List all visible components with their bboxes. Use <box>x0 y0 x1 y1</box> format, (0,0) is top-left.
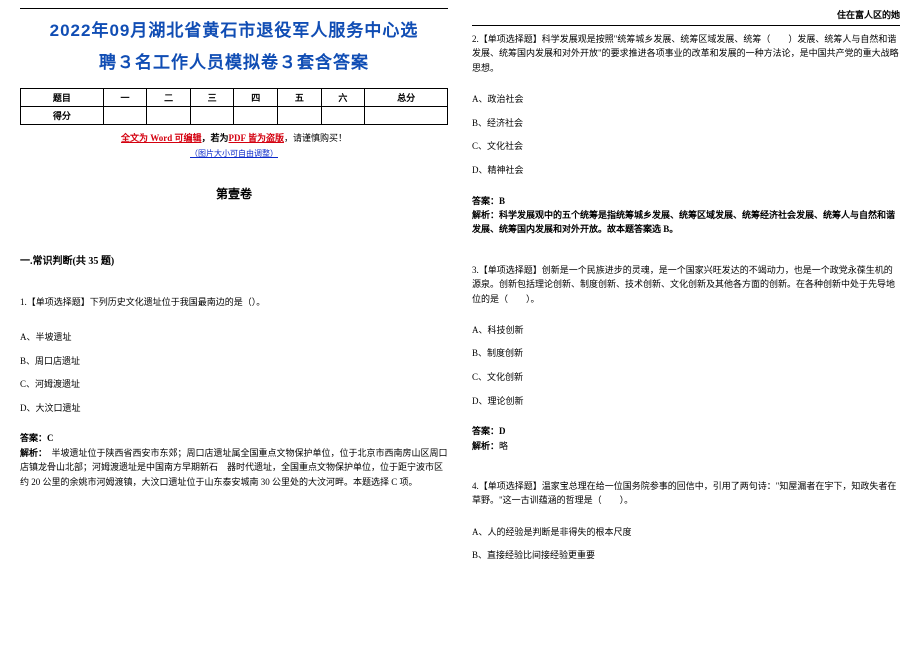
q2-opt-c: C、文化社会 <box>472 136 900 158</box>
q1-opt-a: A、半坡遗址 <box>20 327 448 349</box>
right-column: 住在富人区的她 2.【单项选择题】科学发展观是按照"统筹城乡发展、统筹区域发展、… <box>460 0 920 651</box>
purchase-notice: 全文为 Word 可编辑，若为PDF 皆为盗版，请谨慎购买！ <box>20 131 448 144</box>
q3-options: A、科技创新 B、制度创新 C、文化创新 D、理论创新 <box>472 320 900 412</box>
td-blank <box>365 106 448 124</box>
q4-opt-a: A、人的经验是判断是非得失的根本尺度 <box>472 522 900 544</box>
th-6: 六 <box>321 88 365 106</box>
q1-answer-label: 答案：C <box>20 433 54 443</box>
q1-expl-label: 解析： <box>20 448 43 458</box>
table-row: 题目 一 二 三 四 五 六 总分 <box>21 88 448 106</box>
q2-opt-d: D、精神社会 <box>472 160 900 182</box>
th-5: 五 <box>278 88 322 106</box>
q2-opt-a: A、政治社会 <box>472 89 900 111</box>
q3-explanation: 略 <box>499 441 508 451</box>
page-header-right: 住在富人区的她 <box>472 8 900 21</box>
q1-options: A、半坡遗址 B、周口店遗址 C、河姆渡遗址 D、大汶口遗址 <box>20 327 448 419</box>
score-table: 题目 一 二 三 四 五 六 总分 得分 <box>20 88 448 125</box>
q2-stem: 2.【单项选择题】科学发展观是按照"统筹城乡发展、统筹区域发展、统筹（ ）发展、… <box>472 32 900 75</box>
th-score: 得分 <box>21 106 104 124</box>
q3-expl-label: 解析： <box>472 441 499 451</box>
q1-explanation: 半坡遗址位于陕西省西安市东郊；周口店遗址属全国重点文物保护单位，位于北京市西南房… <box>20 448 448 487</box>
q3-answer-label: 答案：D <box>472 426 506 436</box>
th-total: 总分 <box>365 88 448 106</box>
th-1: 一 <box>103 88 147 106</box>
th-4: 四 <box>234 88 278 106</box>
th-2: 二 <box>147 88 191 106</box>
q2-answer-block: 答案：B 解析：科学发展观中的五个统筹是指统筹城乡发展、统筹区域发展、统筹经济社… <box>472 194 900 237</box>
q1-opt-d: D、大汶口遗址 <box>20 398 448 420</box>
volume-title: 第壹卷 <box>20 185 448 202</box>
q3-opt-a: A、科技创新 <box>472 320 900 342</box>
q4-options: A、人的经验是判断是非得失的根本尺度 B、直接经验比间接经验更重要 <box>472 522 900 567</box>
title-line-2: 聘３名工作人员模拟卷３套含答案 <box>99 53 369 72</box>
td-blank <box>103 106 147 124</box>
top-rule <box>20 8 448 9</box>
q3-answer-block: 答案：D 解析：略 <box>472 424 900 453</box>
q3-opt-c: C、文化创新 <box>472 367 900 389</box>
q3-opt-b: B、制度创新 <box>472 343 900 365</box>
q2-opt-b: B、经济社会 <box>472 113 900 135</box>
q2-answer-label: 答案：B <box>472 196 505 206</box>
q1-answer-block: 答案：C 解析： 半坡遗址位于陕西省西安市东郊；周口店遗址属全国重点文物保护单位… <box>20 431 448 489</box>
td-blank <box>278 106 322 124</box>
q4-block: 4.【单项选择题】温家宝总理在给一位国务院参事的回信中，引用了两句诗："知屋漏者… <box>472 479 900 567</box>
left-column: 2022年09月湖北省黄石市退役军人服务中心选 聘３名工作人员模拟卷３套含答案 … <box>0 0 460 651</box>
q1-stem: 1.【单项选择题】下列历史文化遗址位于我国最南边的是（）。 <box>20 295 448 309</box>
td-blank <box>190 106 234 124</box>
title-line-1: 2022年09月湖北省黄石市退役军人服务中心选 <box>50 21 419 40</box>
image-size-note: （图片大小可自由调整） <box>20 148 448 159</box>
td-blank <box>234 106 278 124</box>
notice-mid: ，若为 <box>202 133 229 143</box>
notice-word: 全文为 Word 可编辑 <box>121 133 202 143</box>
notice-pdf: PDF 皆为盗版 <box>229 133 284 143</box>
section-1-title: 一.常识判断(共 35 题) <box>20 252 448 267</box>
table-row: 得分 <box>21 106 448 124</box>
document-title: 2022年09月湖北省黄石市退役军人服务中心选 聘３名工作人员模拟卷３套含答案 <box>20 15 448 80</box>
q1-opt-c: C、河姆渡遗址 <box>20 374 448 396</box>
q3-block: 3.【单项选择题】创新是一个民族进步的灵魂，是一个国家兴旺发达的不竭动力，也是一… <box>472 263 900 453</box>
q4-opt-b: B、直接经验比间接经验更重要 <box>472 545 900 567</box>
q4-stem: 4.【单项选择题】温家宝总理在给一位国务院参事的回信中，引用了两句诗："知屋漏者… <box>472 479 900 508</box>
td-blank <box>321 106 365 124</box>
th-3: 三 <box>190 88 234 106</box>
td-blank <box>147 106 191 124</box>
q3-stem: 3.【单项选择题】创新是一个民族进步的灵魂，是一个国家兴旺发达的不竭动力，也是一… <box>472 263 900 306</box>
page-container: 2022年09月湖北省黄石市退役军人服务中心选 聘３名工作人员模拟卷３套含答案 … <box>0 0 920 651</box>
q1-opt-b: B、周口店遗址 <box>20 351 448 373</box>
q2-expl-label: 解析： <box>472 210 499 220</box>
q2-options: A、政治社会 B、经济社会 C、文化社会 D、精神社会 <box>472 89 900 181</box>
top-rule <box>472 25 900 26</box>
q2-explanation: 科学发展观中的五个统筹是指统筹城乡发展、统筹区域发展、统筹经济社会发展、统筹人与… <box>472 210 895 234</box>
th-label: 题目 <box>21 88 104 106</box>
notice-post: ，请谨慎购买！ <box>284 133 347 143</box>
q2-block: 2.【单项选择题】科学发展观是按照"统筹城乡发展、统筹区域发展、统筹（ ）发展、… <box>472 32 900 237</box>
q3-opt-d: D、理论创新 <box>472 391 900 413</box>
